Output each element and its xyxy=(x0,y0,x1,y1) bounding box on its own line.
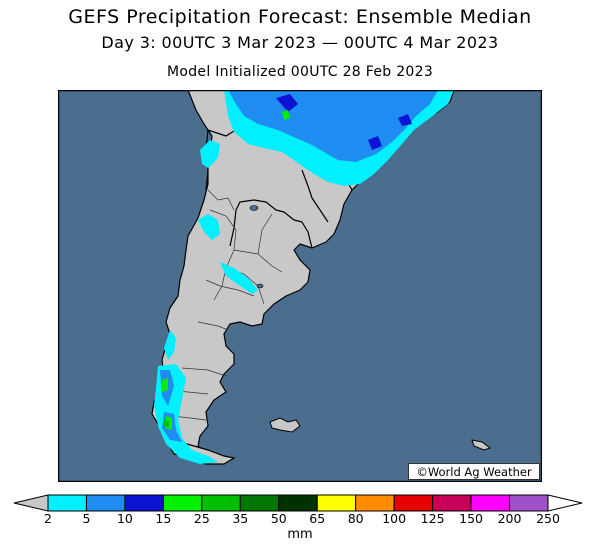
legend-tick-label: 80 xyxy=(348,511,364,524)
legend-swatch xyxy=(470,494,511,512)
legend-swatch xyxy=(47,494,87,512)
legend-tick-label: 5 xyxy=(82,511,90,524)
model-init-time: Model Initialized 00UTC 28 Feb 2023 xyxy=(166,64,434,80)
legend-swatch xyxy=(278,494,318,512)
legend-tick-label: 2 xyxy=(44,511,52,524)
map-frame xyxy=(58,90,542,482)
legend-swatch xyxy=(509,494,549,512)
legend-tick-label: 250 xyxy=(536,511,560,524)
legend-swatch xyxy=(239,494,280,512)
legend-tick-labels: 2 5 10 15 25 35 50 65 80 100 125 150 200 250 xyxy=(44,511,560,524)
legend-tick-label: 100 xyxy=(382,511,406,524)
legend-swatch xyxy=(85,494,126,512)
legend-swatch xyxy=(201,494,241,512)
legend-tick-label: 15 xyxy=(155,511,171,524)
land-falkland-islands xyxy=(269,417,301,433)
precipitation-shading xyxy=(154,90,454,464)
legend-tick-label: 150 xyxy=(459,511,483,524)
land-south-georgia xyxy=(471,439,492,451)
precipitation-map xyxy=(58,90,542,482)
legend-swatch-under xyxy=(13,494,49,512)
legend-tick-label: 50 xyxy=(271,511,287,524)
land-south-america xyxy=(151,90,455,463)
legend-swatch xyxy=(432,494,472,512)
legend-swatch xyxy=(355,494,395,512)
legend-swatch xyxy=(316,494,357,512)
legend-tick-label: 200 xyxy=(498,511,522,524)
legend-tick-label: 35 xyxy=(232,511,248,524)
legend-tick-label: 10 xyxy=(117,511,133,524)
map-title: GEFS Precipitation Forecast: Ensemble Me… xyxy=(68,6,532,28)
lake xyxy=(249,205,259,211)
legend-swatch-over xyxy=(547,494,583,512)
legend-tick-label: 125 xyxy=(421,511,445,524)
lake xyxy=(256,283,264,289)
legend-swatch xyxy=(162,494,203,512)
legend-tick-label: 65 xyxy=(309,511,325,524)
legend-swatch xyxy=(393,494,434,512)
copyright-label: ©World Ag Weather xyxy=(408,463,540,480)
forecast-period: Day 3: 00UTC 3 Mar 2023 — 00UTC 4 Mar 20… xyxy=(101,33,499,52)
precipitation-legend: 2 5 10 15 25 35 50 65 80 100 125 150 200 250 xyxy=(13,494,583,524)
legend-swatch xyxy=(124,494,164,512)
legend-tick-label: 25 xyxy=(194,511,210,524)
legend-swatches xyxy=(13,494,583,512)
legend-unit-label: mm xyxy=(287,527,313,542)
